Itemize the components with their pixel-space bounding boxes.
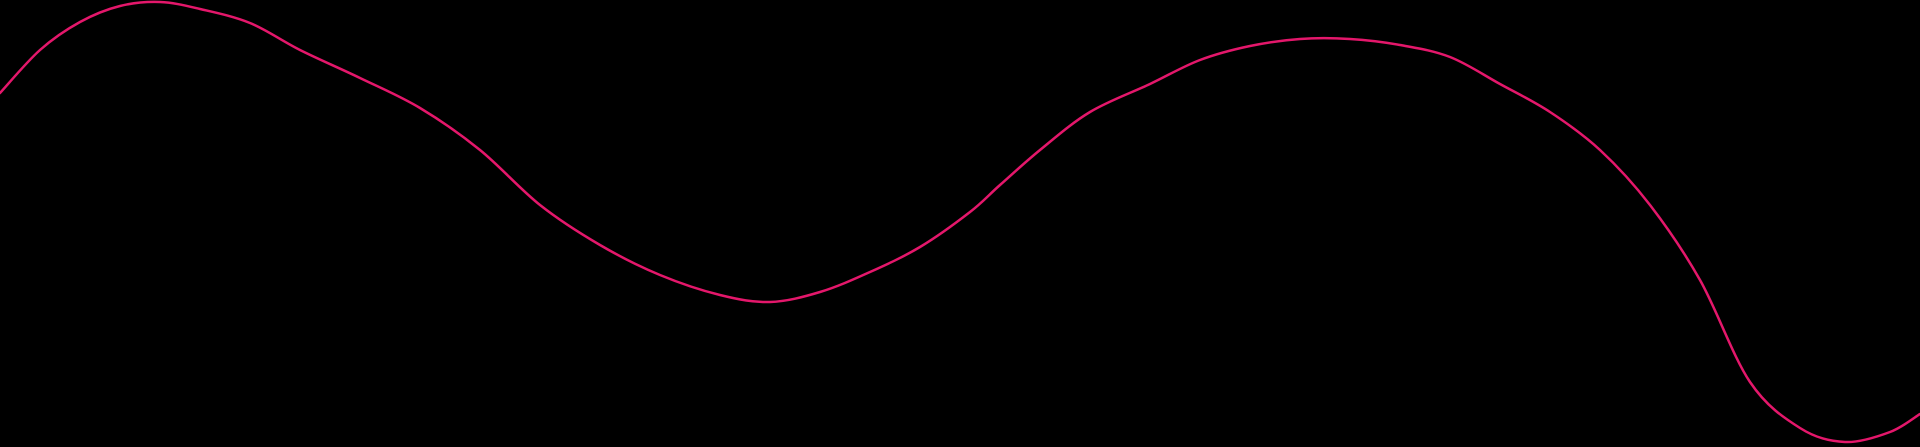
line-chart-svg	[0, 0, 1920, 444]
chart-canvas	[0, 0, 1920, 444]
curve-line	[0, 0, 1920, 444]
